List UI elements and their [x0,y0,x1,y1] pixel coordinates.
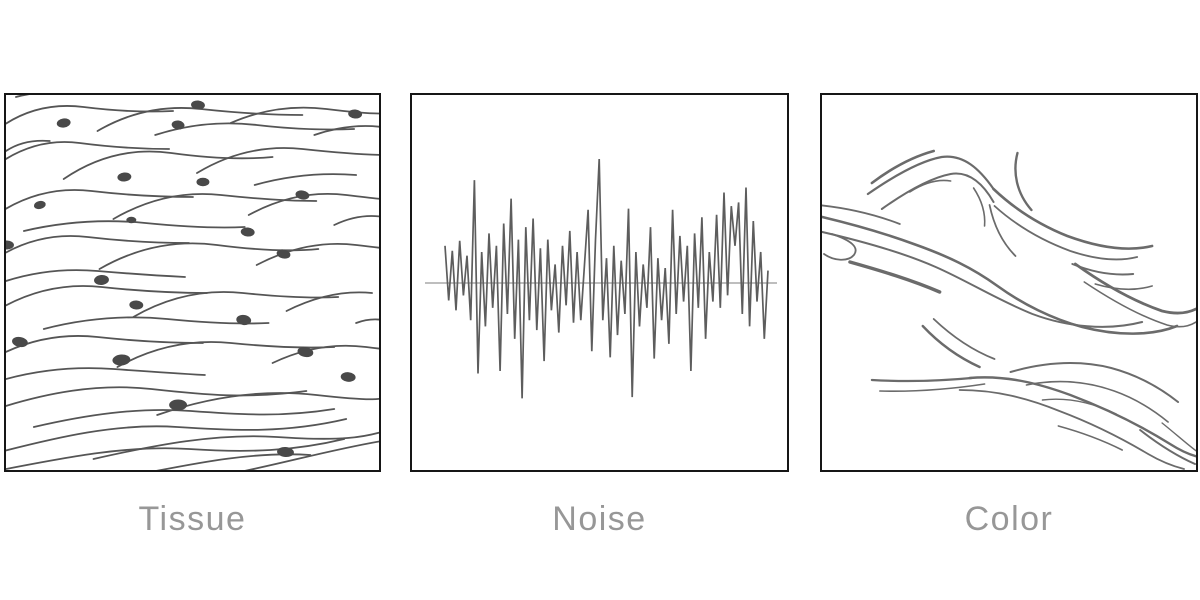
middle-fiber-bundle [822,204,1196,335]
panel-label-noise: Noise [552,500,647,538]
panel-noise [410,93,789,472]
upper-fiber-bundle [866,149,1154,290]
noise-waveform [444,158,769,399]
panel-label-color: Color [964,500,1054,538]
noise-signal-drawing [425,158,777,399]
panel-label-tissue: Tissue [138,500,247,538]
panel-color [820,93,1198,472]
color-fibers-drawing [822,149,1196,470]
lower-fiber-bundle [870,318,1196,470]
panel-tissue [4,93,381,472]
tissue-sketch-drawing [6,95,379,470]
cell-nuclei [6,100,363,458]
